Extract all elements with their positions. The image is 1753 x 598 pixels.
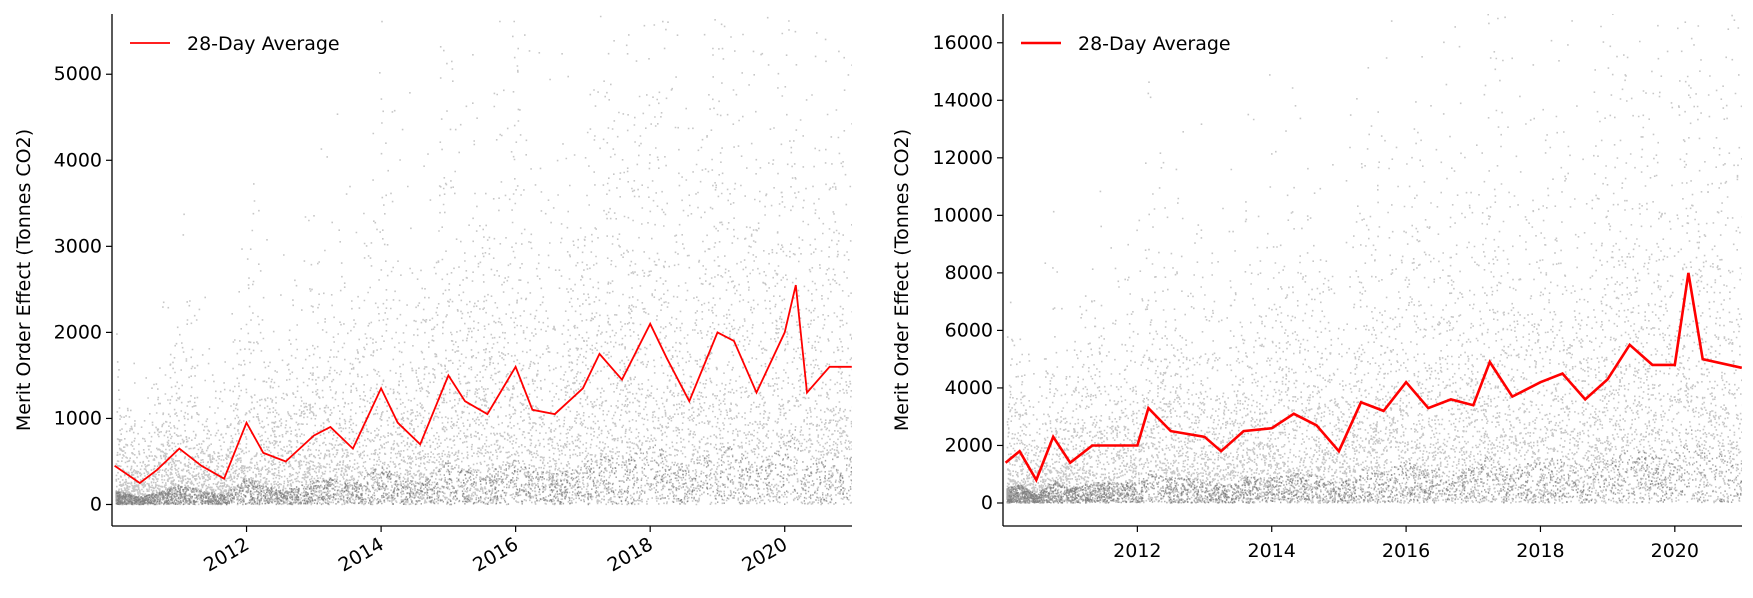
right-chart-panel: 0 2000 4000 6000 8000 10000 12000 14000 16000 201… — [891, 14, 1742, 562]
scatter-points — [1006, 14, 1742, 504]
y-tick-label: 0 — [90, 493, 102, 515]
x-tick-label: 2016 — [1382, 540, 1430, 562]
x-tick-label: 2012 — [200, 533, 253, 576]
y-axis-label: Merit Order Effect (Tonnes CO2) — [13, 129, 35, 431]
y-tick-label: 3000 — [54, 235, 102, 257]
y-tick-label: 6000 — [945, 319, 993, 341]
y-tick-label: 0 — [981, 492, 993, 514]
x-tick-label: 2016 — [469, 533, 522, 576]
x-tick-label: 2014 — [335, 533, 388, 576]
left-chart-panel: 0 1000 2000 3000 4000 5000 2012 2014 2016 2018 202… — [13, 14, 852, 577]
y-tick-label: 12000 — [933, 147, 993, 169]
y-tick-label: 2000 — [945, 434, 993, 456]
x-tick-label: 2018 — [604, 533, 657, 576]
y-tick-label: 16000 — [933, 32, 993, 54]
x-tick-label: 2020 — [738, 533, 791, 576]
x-tick-label: 2018 — [1516, 540, 1564, 562]
y-tick-label: 8000 — [945, 262, 993, 284]
average-line — [114, 284, 852, 485]
x-tick-label: 2012 — [1113, 540, 1161, 562]
y-tick-label: 2000 — [54, 321, 102, 343]
legend-label: 28-Day Average — [187, 33, 340, 55]
scatter-points — [115, 15, 852, 506]
y-tick-label: 10000 — [933, 204, 993, 226]
y-tick-label: 14000 — [933, 89, 993, 111]
y-tick-label: 4000 — [54, 149, 102, 171]
y-tick-label: 4000 — [945, 377, 993, 399]
x-tick-label: 2014 — [1248, 540, 1296, 562]
x-tick-label: 2020 — [1651, 540, 1699, 562]
average-line — [1004, 272, 1742, 483]
y-tick-label: 1000 — [54, 407, 102, 429]
y-axis-label: Merit Order Effect (Tonnes CO2) — [891, 129, 913, 431]
legend: 28-Day Average — [130, 33, 340, 55]
legend: 28-Day Average — [1021, 33, 1231, 55]
y-tick-label: 5000 — [54, 63, 102, 85]
legend-label: 28-Day Average — [1078, 33, 1231, 55]
